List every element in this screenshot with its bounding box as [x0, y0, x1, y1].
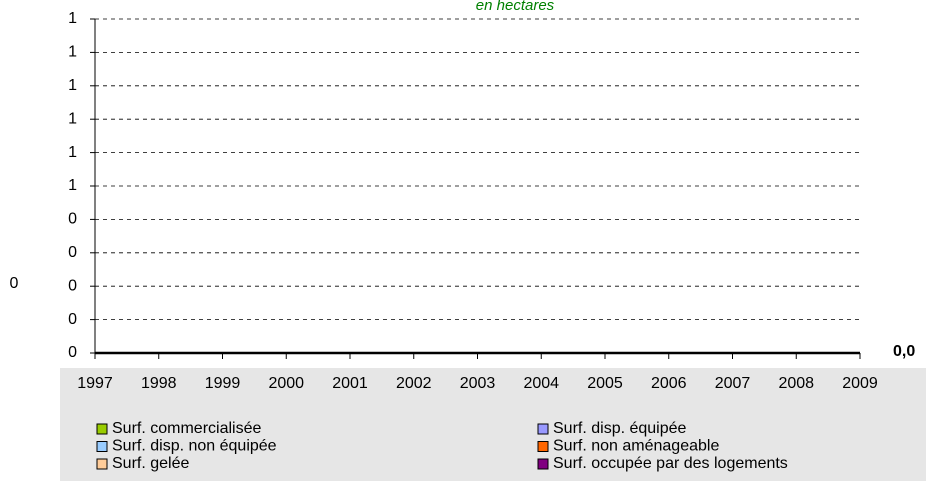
end-label: 0,0 — [893, 343, 915, 360]
y-tick-label: 1 — [68, 110, 77, 127]
legend-swatch — [537, 458, 549, 470]
x-tick-label: 1999 — [205, 375, 241, 392]
x-tick-label: 2009 — [842, 375, 878, 392]
legend-swatch — [96, 458, 108, 470]
x-tick-label: 2007 — [715, 375, 751, 392]
x-tick-label: 2004 — [523, 375, 559, 392]
x-tick-label: 2003 — [460, 375, 496, 392]
x-tick-label: 2002 — [396, 375, 432, 392]
legend-swatch — [96, 423, 108, 435]
y-tick-label: 0 — [68, 344, 77, 361]
x-tick-label: 1997 — [77, 375, 113, 392]
y-tick-label: 1 — [68, 10, 77, 27]
y-tick-label: 0 — [68, 277, 77, 294]
y-axis-label: 0 — [10, 275, 19, 292]
legend-label: Surf. commercialisée — [112, 420, 261, 437]
x-tick-label: 2005 — [587, 375, 623, 392]
chart-title: en hectares — [476, 0, 555, 14]
x-tick-label: 2000 — [268, 375, 304, 392]
y-tick-label: 1 — [68, 44, 77, 61]
legend-label: Surf. occupée par des logements — [553, 455, 788, 472]
legend-swatch — [537, 441, 549, 452]
y-tick-label: 0 — [68, 311, 77, 328]
legend-label: Surf. gelée — [112, 455, 189, 472]
legend-label: Surf. disp. non équipée — [112, 438, 277, 455]
x-tick-label: 1998 — [141, 375, 177, 392]
legend-swatch — [96, 441, 108, 452]
y-tick-label: 1 — [68, 144, 77, 161]
y-tick-label: 0 — [68, 211, 77, 228]
y-tick-label: 1 — [68, 77, 77, 94]
x-tick-label: 2008 — [778, 375, 814, 392]
legend-label: Surf. disp. équipée — [553, 420, 687, 437]
x-tick-label: 2001 — [332, 375, 368, 392]
legend-label: Surf. non aménageable — [553, 438, 719, 455]
x-tick-label: 2006 — [651, 375, 687, 392]
legend-swatch — [537, 423, 549, 435]
y-tick-label: 1 — [68, 177, 77, 194]
y-tick-label: 0 — [68, 244, 77, 261]
legend-area — [60, 368, 926, 481]
